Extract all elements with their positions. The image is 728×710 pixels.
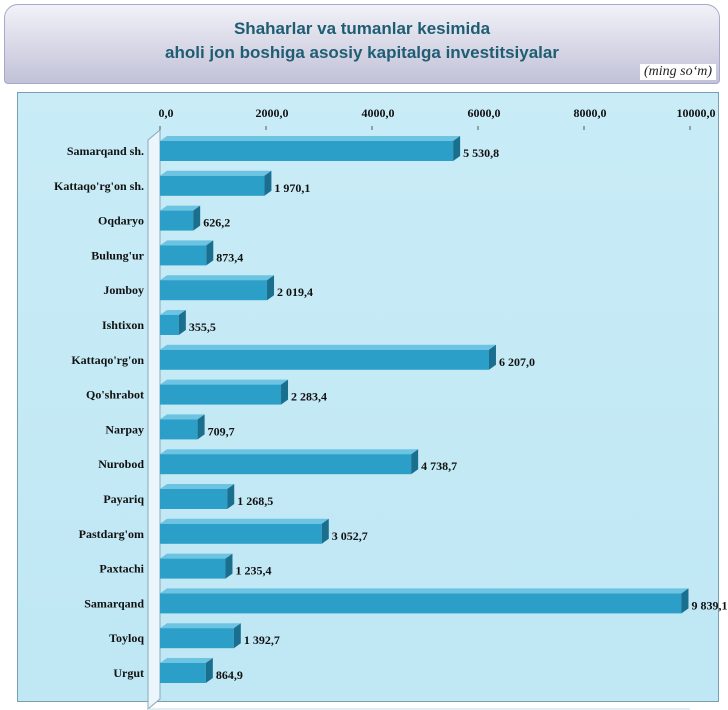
bar	[160, 245, 207, 266]
category-label: Bulung'ur	[91, 248, 144, 262]
chart-title-line-1: Shaharlar va tumanlar kesimida	[233, 19, 491, 38]
bar-end	[206, 240, 214, 266]
x-tick-label: 6000,0	[468, 106, 501, 120]
bar-end	[264, 170, 272, 196]
bar-end	[321, 518, 329, 544]
category-label: Toyloq	[109, 631, 144, 645]
bar-end	[205, 658, 213, 683]
x-tick-label: 10000,0	[677, 106, 716, 120]
bar	[160, 315, 179, 335]
bar-end	[178, 310, 186, 335]
category-label: Qo'shrabot	[86, 388, 144, 402]
bar-end	[193, 205, 201, 231]
bar-top	[160, 518, 329, 524]
unit-label: (ming so‘m)	[639, 64, 716, 80]
data-label: 2 283,4	[291, 390, 327, 404]
bar-top	[160, 136, 461, 141]
bar-end	[453, 136, 461, 161]
bar-top	[160, 310, 186, 315]
data-label: 2 019,4	[277, 285, 313, 299]
bar-top	[160, 449, 419, 455]
bar-top	[160, 553, 233, 559]
bar	[160, 280, 268, 301]
category-label: Pastdarg'om	[79, 527, 144, 541]
data-label: 1 392,7	[244, 633, 280, 647]
data-label: 9 839,1	[691, 598, 727, 612]
x-tick-label: 8000,0	[574, 106, 607, 120]
bar	[160, 210, 194, 231]
bar	[160, 593, 682, 614]
bar-end	[488, 344, 496, 370]
bar-end	[227, 484, 235, 509]
axis-wall	[147, 128, 161, 710]
bar	[160, 141, 454, 161]
chart-header: Shaharlar va tumanlar kesimida aholi jon…	[4, 4, 720, 84]
data-label: 4 738,7	[421, 459, 457, 473]
data-label: 864,9	[216, 668, 243, 682]
chart-title-line-2: aholi jon boshiga asosiy kapitalga inves…	[165, 43, 559, 62]
category-label: Kattaqo'rg'on sh.	[54, 179, 144, 193]
category-label: Kattaqo'rg'on	[71, 353, 144, 367]
bar-top	[160, 484, 235, 489]
bar-top	[160, 588, 689, 594]
bar	[160, 628, 234, 649]
bar	[160, 663, 206, 683]
bar-top	[160, 275, 275, 281]
x-tick-label: 4000,0	[362, 106, 395, 120]
data-label: 1 235,4	[235, 564, 271, 578]
data-label: 626,2	[203, 216, 230, 230]
data-label: 1 268,5	[237, 494, 273, 508]
category-label: Urgut	[113, 666, 144, 680]
bar	[160, 419, 198, 440]
category-label: Jomboy	[103, 283, 144, 297]
bar	[160, 384, 282, 405]
category-label: Samarqand	[84, 596, 144, 610]
category-label: Paxtachi	[99, 562, 144, 576]
bar	[160, 454, 412, 475]
bar-end	[411, 449, 419, 475]
data-label: 709,7	[208, 424, 235, 438]
data-label: 1 970,1	[274, 181, 310, 195]
bar-top	[160, 205, 201, 211]
bar	[160, 175, 265, 196]
category-label: Narpay	[105, 422, 144, 436]
bar	[160, 489, 228, 509]
category-label: Payariq	[103, 492, 144, 506]
bar-end	[197, 414, 205, 440]
category-label: Oqdaryo	[98, 214, 144, 228]
bar-end	[281, 379, 289, 405]
bar-top	[160, 344, 496, 350]
data-label: 873,4	[216, 250, 243, 264]
bar-end	[681, 588, 689, 614]
bar-top	[160, 170, 272, 176]
data-label: 5 530,8	[463, 146, 499, 160]
category-label: Samarqand sh.	[67, 144, 144, 158]
category-label: Nurobod	[98, 457, 144, 471]
bar-top	[160, 414, 205, 420]
bar-top	[160, 658, 213, 663]
bar	[160, 349, 489, 370]
x-tick-label: 2000,0	[256, 106, 289, 120]
data-label: 3 052,7	[332, 529, 368, 543]
data-label: 6 207,0	[499, 355, 535, 369]
bar-end	[233, 623, 241, 649]
bar-top	[160, 240, 214, 246]
bar	[160, 558, 226, 579]
bar	[160, 523, 322, 544]
bar-end	[267, 275, 275, 301]
data-label: 355,5	[189, 320, 216, 334]
bar-top	[160, 379, 289, 385]
bar-top	[160, 623, 241, 629]
bar-end	[225, 553, 233, 579]
x-tick-label: 0,0	[159, 106, 174, 120]
category-label: Ishtixon	[102, 318, 144, 332]
